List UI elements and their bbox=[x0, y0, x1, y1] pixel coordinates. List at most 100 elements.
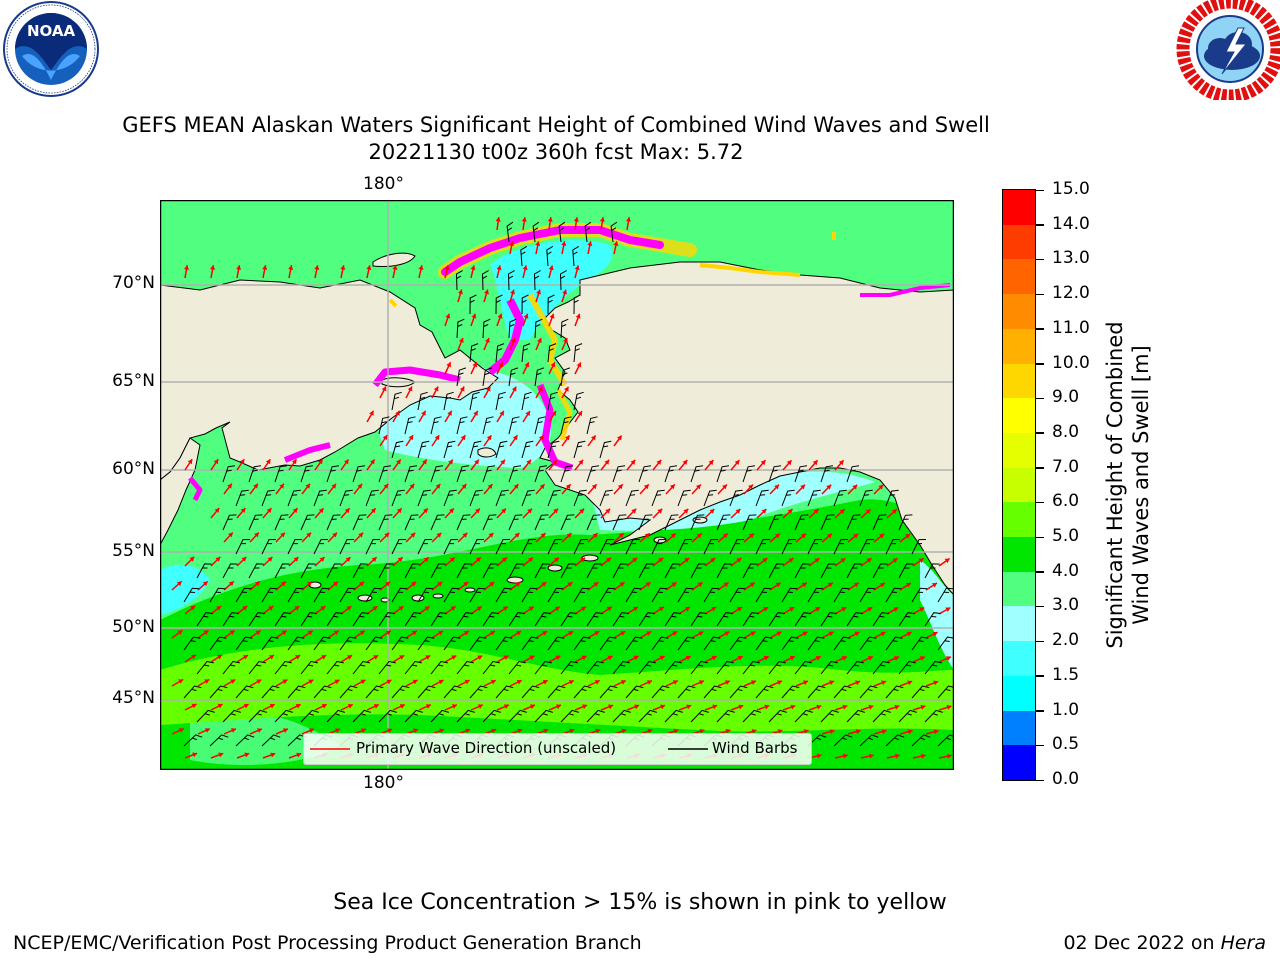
wind-barb bbox=[495, 489, 509, 507]
wind-barb bbox=[417, 636, 435, 651]
wind-barb bbox=[300, 612, 317, 627]
wind-barb bbox=[911, 587, 928, 603]
wind-barb bbox=[610, 221, 618, 243]
wave-arrow-head bbox=[307, 630, 313, 636]
wind-barb bbox=[911, 685, 930, 699]
wind-barb bbox=[209, 685, 228, 699]
wave-arrow-head bbox=[309, 728, 314, 733]
wave-arrow-head bbox=[282, 679, 288, 685]
wind-barb bbox=[183, 636, 201, 651]
wave-arrow-head bbox=[295, 655, 301, 660]
wave-arrow-head bbox=[292, 508, 298, 514]
wave-arrow-head bbox=[879, 533, 885, 539]
wind-barb bbox=[508, 563, 524, 579]
wind-barb bbox=[638, 514, 653, 531]
wave-arrow-head bbox=[646, 680, 652, 685]
colorbar-tick-mark bbox=[1036, 432, 1044, 434]
wave-arrow-head bbox=[594, 680, 600, 685]
wind-barb bbox=[807, 539, 823, 555]
wind-barb bbox=[222, 465, 236, 483]
wind-barb bbox=[274, 612, 291, 627]
wave-arrow-head bbox=[853, 533, 859, 539]
wave-arrow-head bbox=[725, 728, 731, 734]
wind-barb bbox=[833, 587, 850, 603]
colorbar-segment bbox=[1003, 710, 1035, 746]
aleutian-islands bbox=[308, 516, 708, 603]
wind-barb bbox=[469, 587, 486, 603]
wave-arrow-head bbox=[790, 704, 796, 710]
wave-arrow-head bbox=[425, 704, 431, 709]
wind-barb bbox=[521, 636, 539, 651]
wind-barb bbox=[339, 539, 355, 555]
wave-arrow-head bbox=[372, 606, 378, 611]
wave-arrow-head bbox=[525, 411, 530, 416]
wind-barb bbox=[300, 563, 316, 579]
wind-barb bbox=[820, 465, 834, 483]
wind-barb bbox=[572, 245, 580, 267]
wind-barb bbox=[833, 489, 847, 507]
wind-barb bbox=[729, 587, 746, 603]
wind-barb bbox=[937, 734, 954, 747]
wave-arrow-head bbox=[749, 582, 755, 588]
wind-barb bbox=[794, 709, 813, 723]
wave-arrow-head bbox=[381, 386, 387, 392]
wind-barb bbox=[859, 489, 873, 507]
wave-arrow-head bbox=[387, 728, 393, 734]
wind-barb bbox=[378, 416, 390, 435]
wave-arrow-head bbox=[696, 484, 701, 490]
wind-barb bbox=[456, 465, 470, 483]
wave-arrow-head bbox=[774, 484, 779, 490]
wave-arrow-head bbox=[176, 581, 182, 587]
colorbar bbox=[1002, 189, 1036, 781]
wind-barb bbox=[742, 514, 757, 531]
wave-arrow-head bbox=[945, 607, 951, 612]
wave-arrow-head bbox=[895, 753, 900, 759]
colorbar-tick-label: 3.0 bbox=[1052, 595, 1080, 616]
wind-barb bbox=[846, 709, 865, 723]
wave-arrow-head bbox=[439, 728, 445, 734]
colorbar-segment bbox=[1003, 641, 1035, 676]
wind-barb bbox=[898, 709, 917, 723]
wind-barb bbox=[495, 636, 513, 651]
wind-barb bbox=[326, 612, 343, 627]
wind-barb bbox=[456, 416, 468, 435]
wind-barb bbox=[313, 636, 331, 651]
wave-arrow-head bbox=[228, 532, 233, 538]
wind-barb bbox=[638, 563, 654, 579]
wave-arrow-head bbox=[230, 679, 236, 684]
wave-arrow-head bbox=[523, 313, 529, 319]
wind-barb bbox=[651, 489, 665, 507]
wave-arrow-head bbox=[280, 532, 285, 538]
wave-arrow-head bbox=[396, 459, 401, 465]
wind-barb bbox=[365, 685, 384, 699]
wave-arrow-head bbox=[398, 606, 404, 611]
wind-barb bbox=[534, 318, 543, 339]
wave-arrow-head bbox=[279, 483, 284, 489]
wave-arrow-head bbox=[516, 631, 521, 636]
wind-barb bbox=[352, 563, 368, 579]
colorbar-segment bbox=[1003, 224, 1035, 260]
wind-barb bbox=[339, 636, 357, 651]
wind-barb bbox=[417, 587, 434, 603]
wind-barb bbox=[352, 612, 369, 627]
wave-arrow-head bbox=[554, 606, 560, 612]
wave-arrow-head bbox=[502, 606, 508, 612]
wave-arrow-head bbox=[893, 656, 899, 661]
wave-arrow-head bbox=[411, 581, 417, 587]
wave-arrow-head bbox=[293, 557, 299, 562]
wave-arrow-head bbox=[386, 679, 392, 685]
colorbar-tick-label: 12.0 bbox=[1052, 283, 1090, 304]
wave-arrow-head bbox=[760, 460, 766, 466]
wind-barb bbox=[378, 612, 395, 627]
wave-arrow-head bbox=[625, 217, 631, 222]
wind-barb bbox=[833, 636, 851, 651]
wave-arrow-head bbox=[474, 459, 479, 465]
wave-arrow-head bbox=[838, 460, 844, 466]
wave-arrow-head bbox=[564, 435, 570, 441]
wave-arrow-head bbox=[458, 338, 464, 343]
wind-barb bbox=[274, 465, 288, 483]
wave-arrow-head bbox=[894, 704, 900, 710]
wave-arrow-head bbox=[477, 655, 483, 660]
wave-arrow-head bbox=[547, 217, 553, 222]
wind-barb bbox=[573, 587, 590, 603]
